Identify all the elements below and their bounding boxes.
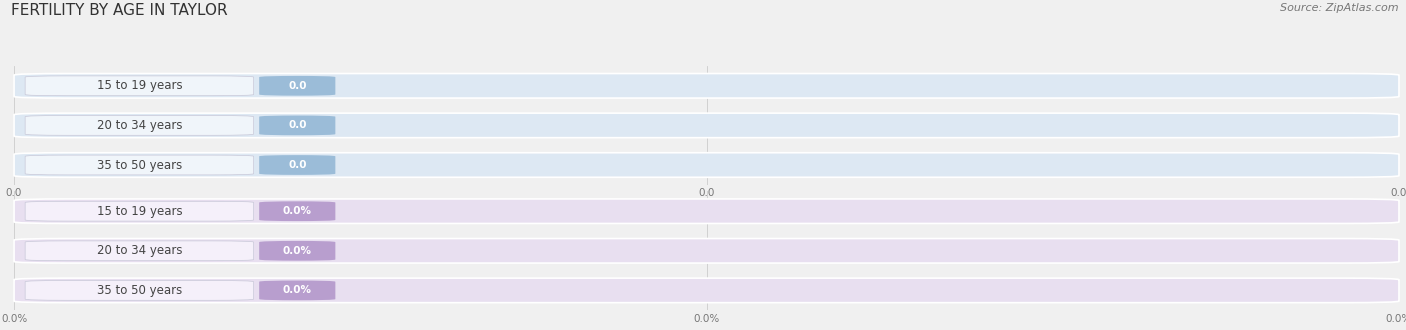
Text: 35 to 50 years: 35 to 50 years	[97, 158, 181, 172]
FancyBboxPatch shape	[25, 241, 253, 261]
Text: 15 to 19 years: 15 to 19 years	[97, 205, 183, 218]
FancyBboxPatch shape	[14, 239, 1399, 263]
FancyBboxPatch shape	[14, 278, 1399, 303]
Text: 0.0%: 0.0%	[283, 285, 312, 295]
Text: 0.0: 0.0	[288, 160, 307, 170]
Text: 35 to 50 years: 35 to 50 years	[97, 284, 181, 297]
FancyBboxPatch shape	[14, 199, 1399, 223]
FancyBboxPatch shape	[259, 201, 336, 221]
Text: 0.0%: 0.0%	[283, 206, 312, 216]
FancyBboxPatch shape	[25, 115, 253, 135]
FancyBboxPatch shape	[259, 115, 336, 135]
FancyBboxPatch shape	[259, 241, 336, 261]
Text: 0.0: 0.0	[1391, 188, 1406, 198]
Text: 0.0%: 0.0%	[1386, 314, 1406, 323]
Text: 0.0: 0.0	[288, 81, 307, 91]
FancyBboxPatch shape	[259, 155, 336, 175]
Text: 0.0%: 0.0%	[693, 314, 720, 323]
FancyBboxPatch shape	[259, 76, 336, 96]
Text: 0.0: 0.0	[699, 188, 714, 198]
Text: 0.0%: 0.0%	[283, 246, 312, 256]
Text: 15 to 19 years: 15 to 19 years	[97, 79, 183, 92]
FancyBboxPatch shape	[25, 201, 253, 221]
Text: 0.0: 0.0	[288, 120, 307, 130]
FancyBboxPatch shape	[14, 153, 1399, 177]
Text: 20 to 34 years: 20 to 34 years	[97, 119, 183, 132]
Text: Source: ZipAtlas.com: Source: ZipAtlas.com	[1281, 3, 1399, 13]
FancyBboxPatch shape	[25, 280, 253, 300]
Text: 20 to 34 years: 20 to 34 years	[97, 244, 183, 257]
FancyBboxPatch shape	[25, 155, 253, 175]
FancyBboxPatch shape	[259, 280, 336, 300]
Text: 0.0: 0.0	[6, 188, 22, 198]
Text: 0.0%: 0.0%	[1, 314, 27, 323]
FancyBboxPatch shape	[25, 76, 253, 96]
FancyBboxPatch shape	[14, 113, 1399, 138]
FancyBboxPatch shape	[14, 74, 1399, 98]
Text: FERTILITY BY AGE IN TAYLOR: FERTILITY BY AGE IN TAYLOR	[11, 3, 228, 18]
